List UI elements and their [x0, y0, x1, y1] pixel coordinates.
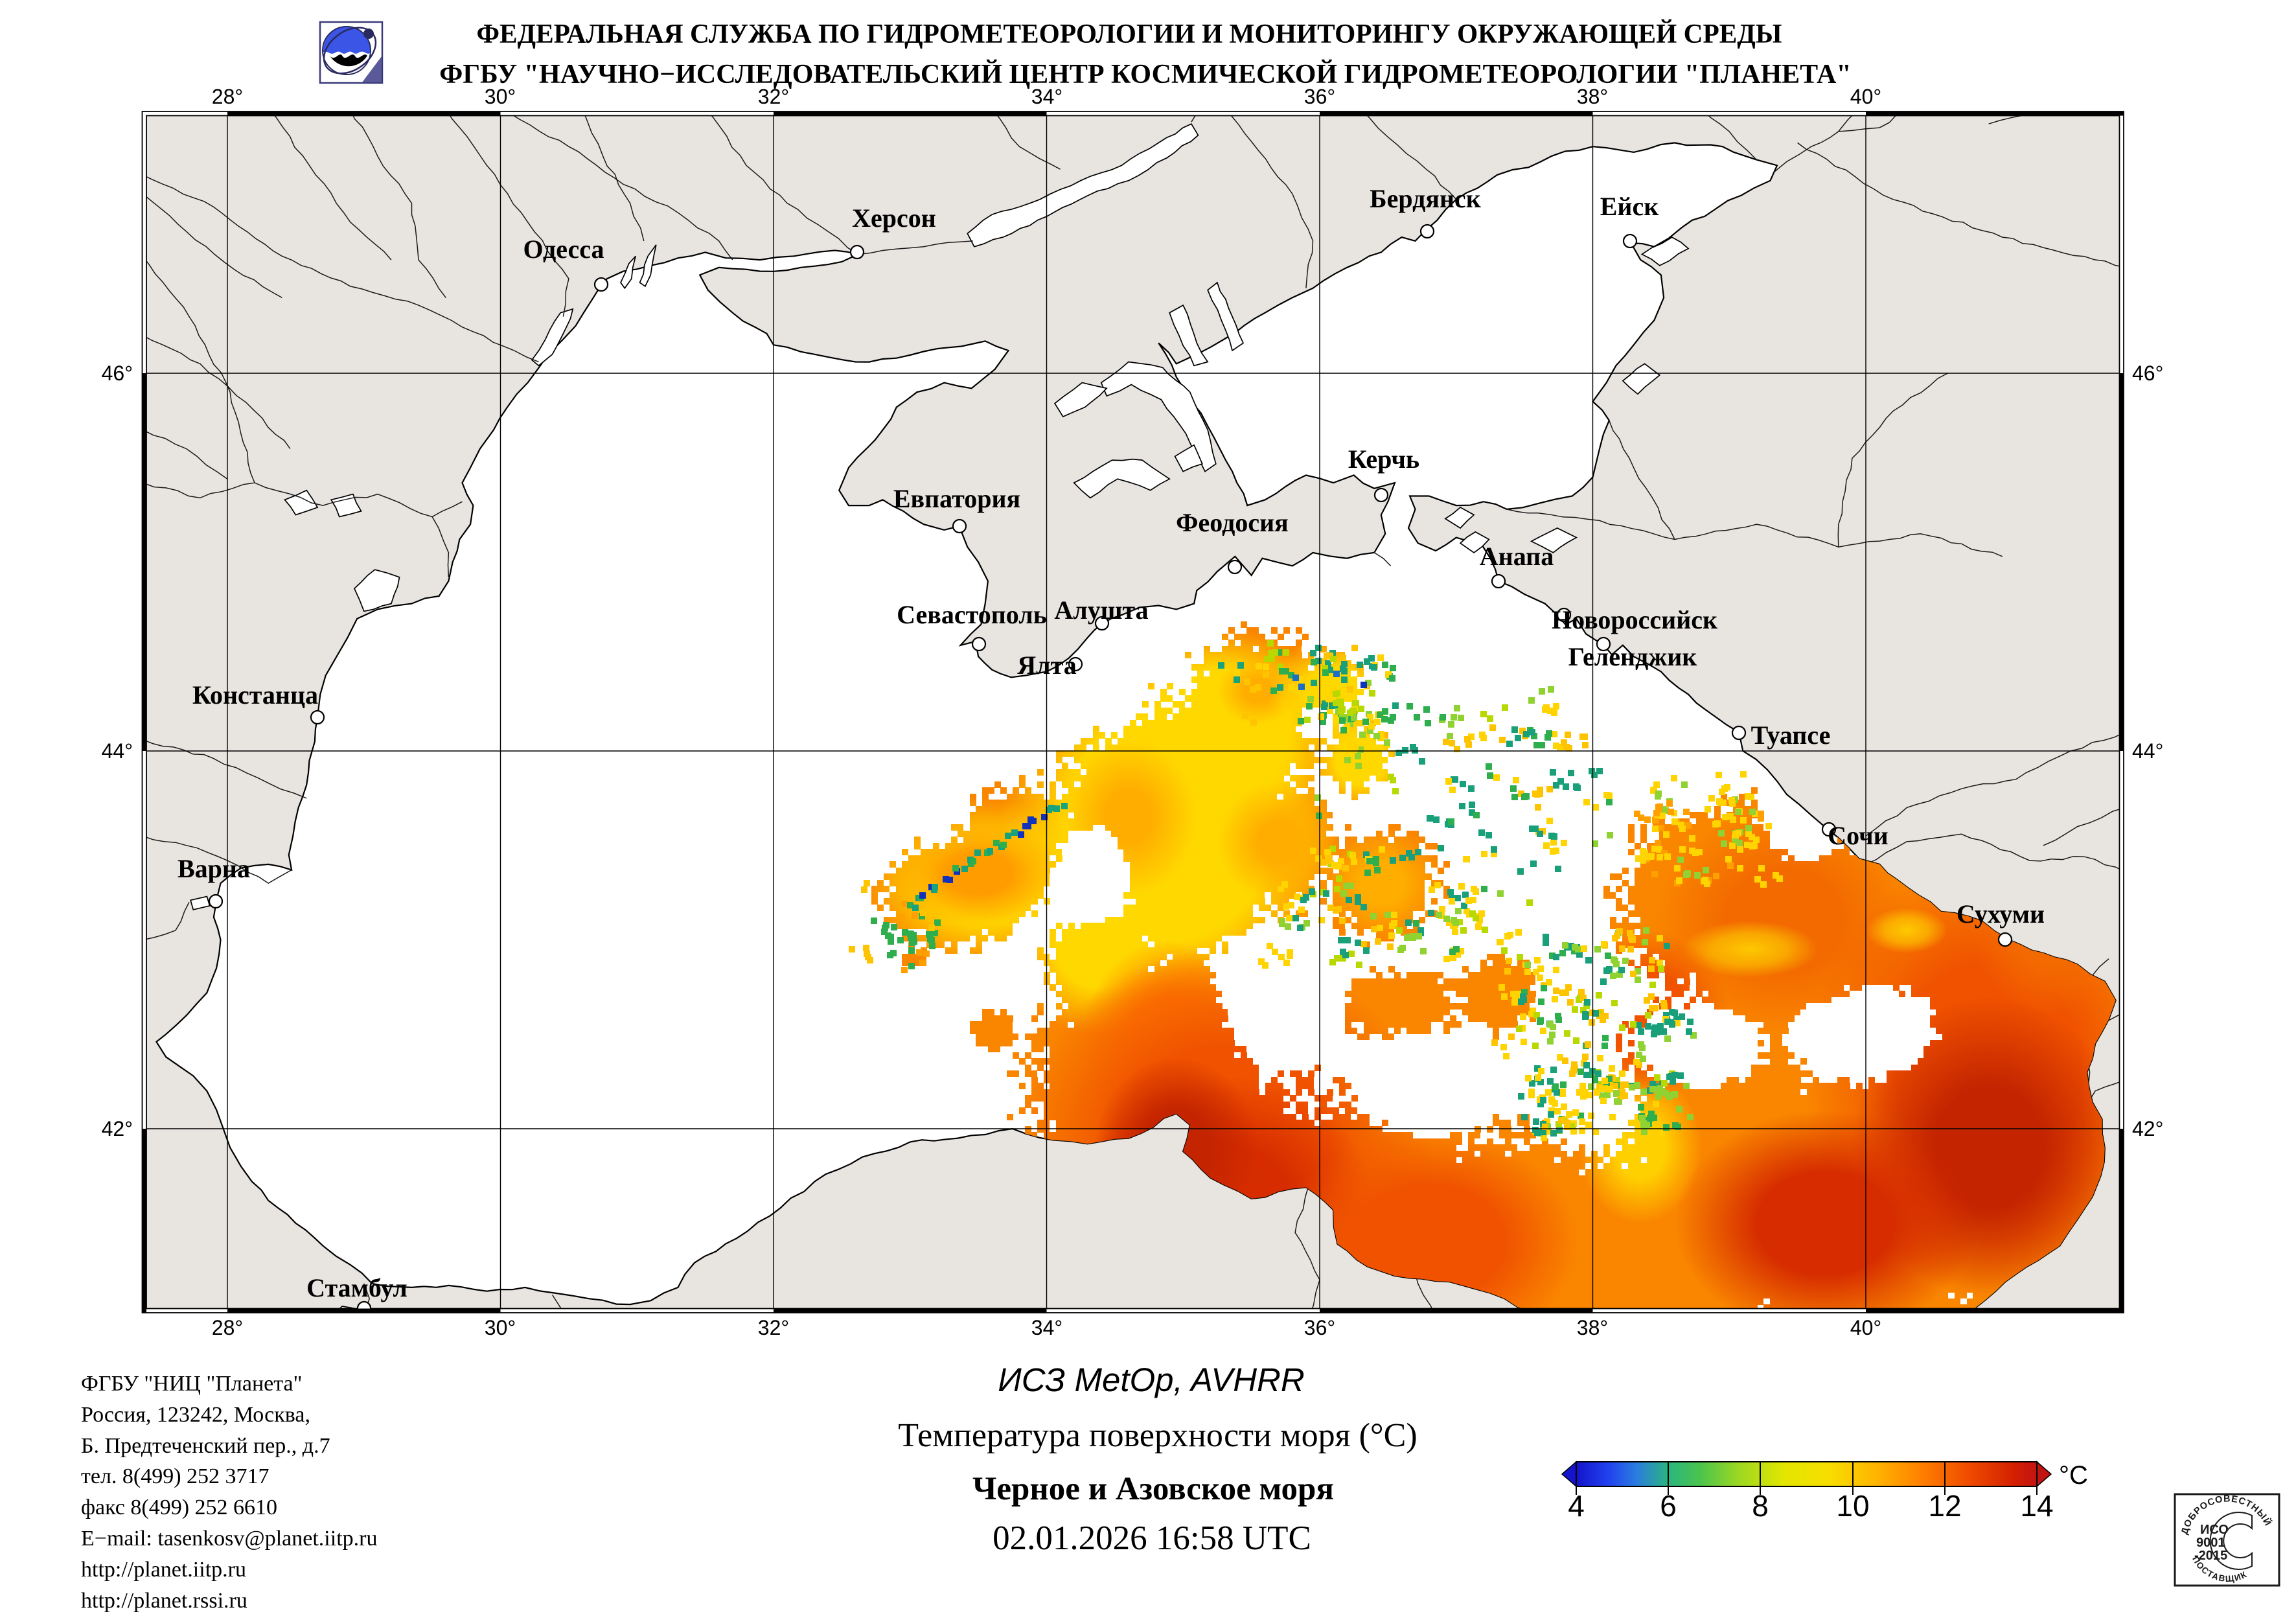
svg-text:Одесса: Одесса [523, 235, 604, 264]
svg-text:14: 14 [2020, 1489, 2053, 1523]
svg-text:8: 8 [1752, 1489, 1769, 1523]
svg-text:Варна: Варна [178, 854, 250, 883]
svg-text:Феодосия: Феодосия [1176, 508, 1289, 537]
svg-text:Бердянск: Бердянск [1370, 184, 1481, 213]
svg-text:40°: 40° [1850, 1316, 1881, 1339]
svg-text:Сочи: Сочи [1828, 821, 1888, 850]
svg-text:Анапа: Анапа [1480, 542, 1554, 571]
svg-text:46°: 46° [2132, 362, 2163, 385]
svg-text:10: 10 [1836, 1489, 1869, 1523]
svg-text:44°: 44° [102, 739, 133, 763]
svg-text:Ейск: Ейск [1600, 192, 1659, 221]
svg-text:Туапсе: Туапсе [1751, 721, 1831, 750]
svg-text:Херсон: Херсон [852, 203, 936, 233]
svg-text:4: 4 [1568, 1489, 1585, 1523]
svg-text:-2015: -2015 [2194, 1549, 2227, 1563]
svg-text:46°: 46° [102, 362, 133, 385]
svg-text:Констанца: Констанца [192, 680, 318, 710]
svg-text:Геленджик: Геленджик [1568, 642, 1697, 671]
svg-text:30°: 30° [485, 85, 516, 108]
svg-text:34°: 34° [1031, 1316, 1062, 1339]
svg-text:Новороссийск: Новороссийск [1552, 605, 1717, 634]
svg-text:28°: 28° [212, 85, 243, 108]
svg-text:32°: 32° [758, 1316, 789, 1339]
svg-text:38°: 38° [1577, 85, 1608, 108]
svg-text:Сухуми: Сухуми [1957, 899, 2045, 929]
svg-text:°C: °C [2059, 1461, 2088, 1490]
svg-text:40°: 40° [1850, 85, 1881, 108]
svg-text:Керчь: Керчь [1348, 444, 1419, 474]
svg-text:36°: 36° [1304, 85, 1335, 108]
svg-text:Стамбул: Стамбул [306, 1273, 408, 1302]
svg-text:ИСО: ИСО [2200, 1523, 2229, 1537]
svg-text:Севастополь: Севастополь [897, 600, 1047, 629]
svg-text:Евпатория: Евпатория [893, 484, 1020, 513]
svg-text:6: 6 [1660, 1489, 1677, 1523]
svg-text:Ялта: Ялта [1017, 651, 1076, 680]
svg-text:28°: 28° [212, 1316, 243, 1339]
svg-text:36°: 36° [1304, 1316, 1335, 1339]
svg-text:42°: 42° [2132, 1117, 2163, 1140]
svg-text:32°: 32° [758, 85, 789, 108]
svg-text:44°: 44° [2132, 739, 2163, 763]
svg-text:12: 12 [1928, 1489, 1961, 1523]
svg-text:Алушта: Алушта [1054, 595, 1148, 625]
svg-text:34°: 34° [1031, 85, 1062, 108]
svg-text:9001: 9001 [2196, 1536, 2225, 1550]
svg-text:38°: 38° [1577, 1316, 1608, 1339]
svg-text:42°: 42° [102, 1117, 133, 1140]
svg-text:30°: 30° [485, 1316, 516, 1339]
